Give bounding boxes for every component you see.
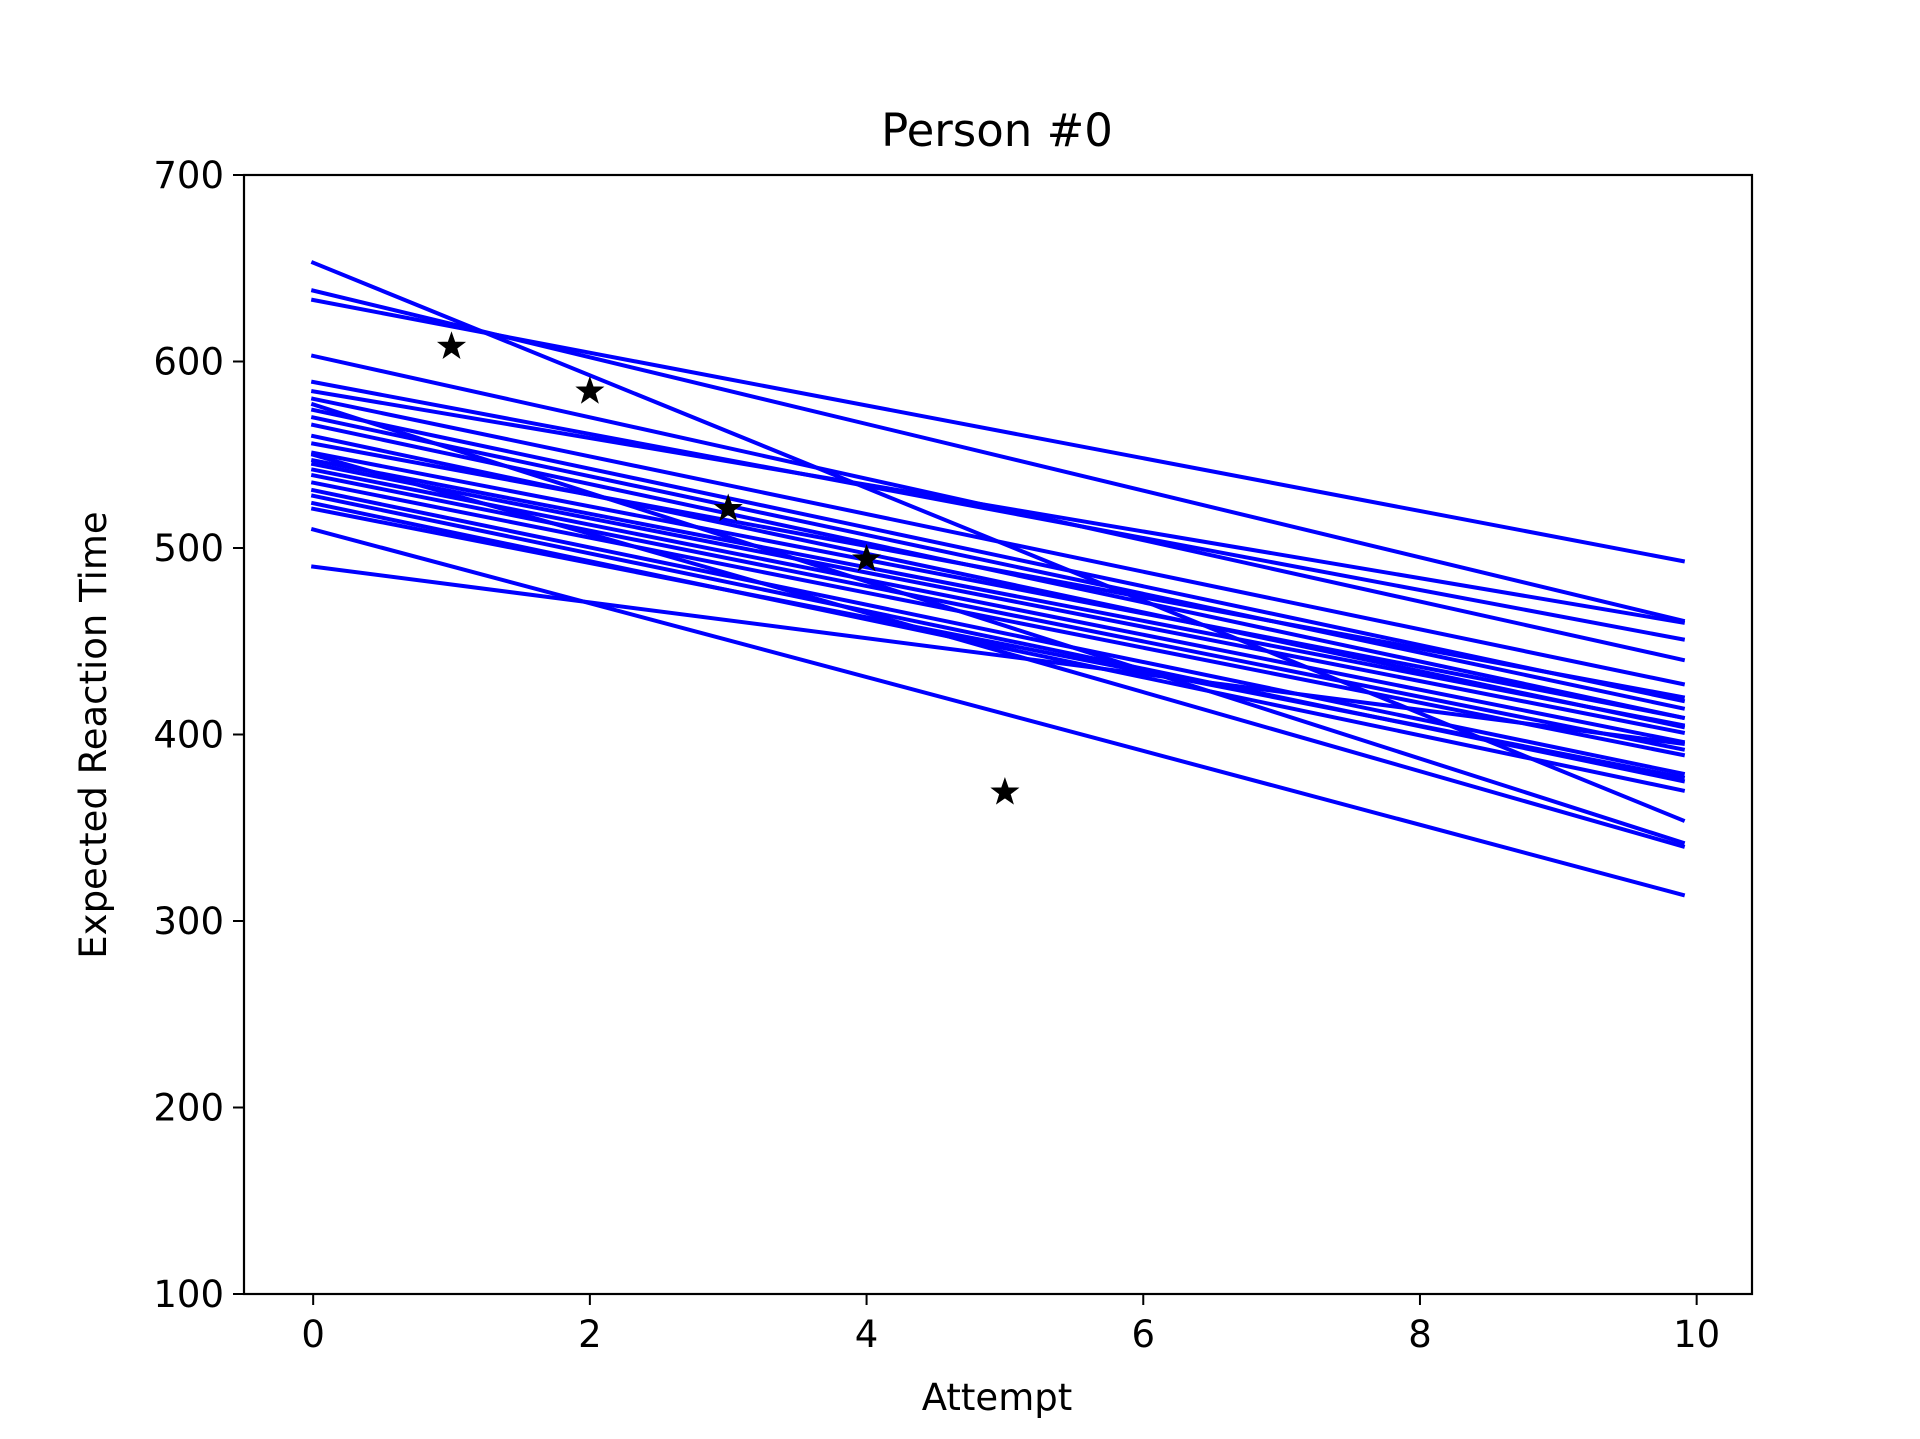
- series-line-16: [310, 487, 1686, 777]
- y-tick-label-0: 100: [153, 1273, 224, 1316]
- series-line-13: [310, 467, 1686, 745]
- data-point-2: [713, 493, 743, 522]
- x-tick-label-1: 2: [578, 1313, 602, 1356]
- y-axis-title: Expected Reaction Time: [72, 511, 115, 958]
- x-tick-label-0: 0: [301, 1313, 325, 1356]
- series-line-20: [310, 401, 1686, 846]
- series-line-19: [310, 506, 1686, 780]
- series-line-15: [310, 480, 1686, 758]
- x-tick-label-4: 8: [1408, 1313, 1432, 1356]
- y-tick-label-5: 600: [153, 341, 224, 384]
- y-tick-label-2: 300: [153, 900, 224, 943]
- series-line-6: [310, 396, 1686, 687]
- series-line-8: [310, 415, 1686, 711]
- x-tick-label-3: 6: [1131, 1313, 1155, 1356]
- data-point-0: [436, 331, 467, 359]
- series-line-12: [310, 461, 1686, 735]
- series-line-5: [310, 388, 1686, 625]
- plot-area: 0 2 4 6 8 10 100 200 300 400 500 600 700: [153, 154, 1754, 1356]
- series-line-7: [310, 407, 1686, 704]
- series-line-23: [310, 564, 1686, 747]
- chart-title: Person #0: [881, 104, 1113, 157]
- y-tick-label-1: 200: [153, 1087, 224, 1130]
- y-tick-label-6: 700: [153, 154, 224, 197]
- data-point-4: [990, 777, 1020, 805]
- series-line-1: [310, 288, 1686, 624]
- series-line-21: [310, 452, 1686, 849]
- x-tick-label-2: 4: [855, 1313, 879, 1356]
- series-line-4: [310, 379, 1686, 642]
- series-line-11: [310, 457, 1686, 728]
- series-line-25: [310, 422, 1686, 721]
- series-line-2: [310, 297, 1686, 564]
- series-line-22: [310, 526, 1686, 898]
- series-line-24: [310, 433, 1686, 730]
- data-point-3: [852, 543, 882, 572]
- x-tick-label-5: 10: [1673, 1313, 1720, 1356]
- y-tick-label-3: 400: [153, 714, 224, 757]
- data-point-1: [575, 376, 605, 404]
- y-tick-label-4: 500: [153, 527, 224, 570]
- series-line-18: [310, 500, 1686, 793]
- x-axis-title: Attempt: [922, 1376, 1072, 1419]
- series-line-10: [310, 450, 1686, 721]
